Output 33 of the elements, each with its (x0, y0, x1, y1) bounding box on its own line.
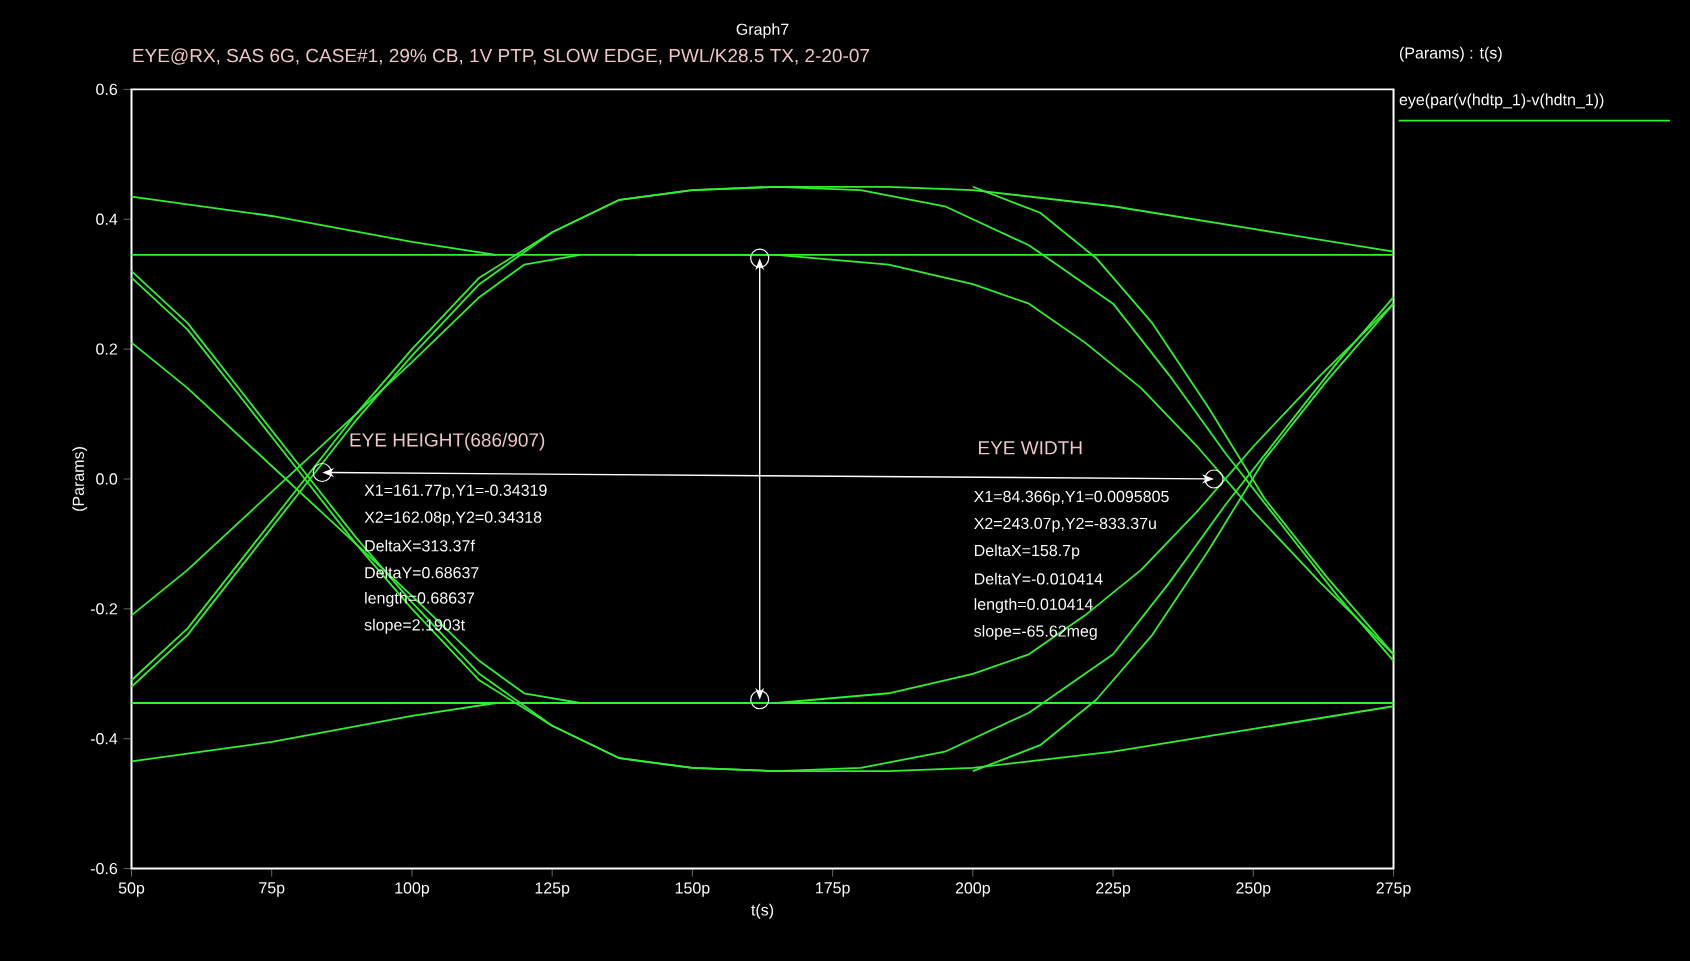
x-tick-label: 275p (1376, 882, 1411, 897)
y-tick-label: -0.6 (90, 862, 118, 875)
x-tick-label: 125p (535, 882, 570, 897)
y-tick-label: 0.4 (96, 213, 118, 225)
annotation: X2=162.08p,Y2=0.34318 (364, 511, 542, 526)
x-tick-label: 175p (816, 882, 850, 897)
annotation: length=0.010414 (974, 598, 1093, 614)
annotation: EYE WIDTH (979, 441, 1082, 455)
y-tick-label: -0.2 (90, 603, 117, 615)
annotation: X1=161.77p,Y1=-0.34319 (364, 484, 547, 500)
annotation: X1=84.366p,Y1=0.0095805 (974, 490, 1169, 506)
x-tick-label: 250p (1236, 882, 1271, 897)
x-tick-label: 150p (675, 882, 710, 897)
x-tick-label: 75p (259, 882, 285, 897)
chart-subtitle: EYE@RX, SAS 6G, CASE#1, 29% CB, 1V PTP, SLOW EDGE, PWL/K28.5 TX, 2-20-07 (133, 48, 870, 65)
x-axis-title: t(s) (751, 903, 774, 919)
chart-title: Graph7 (736, 23, 789, 39)
annotation: DeltaY=-0.010414 (975, 572, 1103, 585)
annotation: DeltaX=158.7p (975, 544, 1080, 560)
x-tick-label: 100p (395, 882, 430, 897)
annotation: EYE HEIGHT(686/907) (350, 432, 545, 451)
text: eye(par(v(hdtp_1)-v(hdtn_1)) (1399, 93, 1604, 109)
y-tick-label: 0.6 (96, 83, 118, 96)
y-axis-title: (Params) (72, 447, 88, 511)
x-tick-label: 200p (955, 882, 990, 897)
annotation: X2=243.07p,Y2=-833.37u (974, 517, 1156, 533)
y-tick-label: 0.0 (96, 473, 118, 485)
y-tick-label: -0.4 (90, 733, 118, 745)
x-tick-label: 50p (118, 882, 145, 897)
legend-title: (Params) : t(s) (1399, 46, 1502, 62)
x-tick-label: 225p (1096, 882, 1131, 897)
annotation: DeltaX=313.37f (365, 539, 475, 552)
y-tick-label: 0.2 (96, 343, 117, 355)
